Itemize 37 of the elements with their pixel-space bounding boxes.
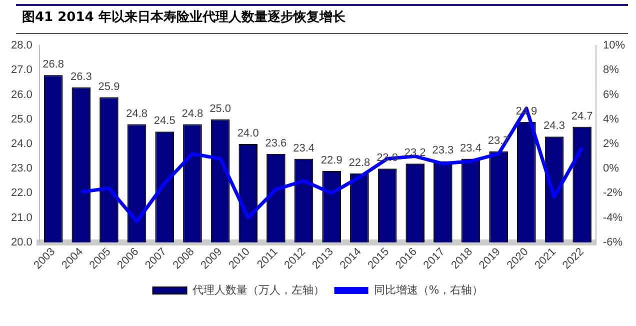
data-label: 22.8 [348,157,370,170]
y2-tick-label: -2% [602,187,623,200]
y2-tick-label: 10% [602,40,626,52]
data-label: 25.9 [98,80,120,93]
data-label: 24.3 [544,120,565,132]
data-label: 23.4 [460,142,482,154]
y2-tick-label: -6% [602,236,623,248]
y-tick-label: 25.0 [10,113,32,126]
y-tick-label: 27.0 [10,64,32,76]
y-tick-label: 24.0 [10,138,32,150]
legend-label: 代理人数量（万人，左轴） [191,283,324,296]
data-label: 24.8 [126,108,148,120]
data-label: 23.6 [265,137,287,150]
y2-tick-label: 8% [602,64,620,76]
data-label: 24.0 [237,128,259,140]
y2-tick-label: 6% [602,88,620,101]
data-label: 24.7 [571,110,593,122]
y-tick-label: 23.0 [10,162,32,175]
legend-label: 同比增速（%，右轴） [374,283,484,296]
y-tick-label: 26.0 [10,88,32,101]
data-label: 23.3 [432,144,454,157]
y-tick-label: 22.0 [10,187,32,200]
y2-tick-label: 2% [602,138,620,150]
data-label: 23.4 [293,142,314,154]
data-label: 22.9 [320,154,342,167]
data-label: 25.0 [210,102,232,115]
y-tick-label: 28.0 [10,40,32,52]
data-label: 26.8 [42,58,64,71]
y-tick-label: 21.0 [10,212,32,224]
y2-tick-label: 0% [602,162,620,175]
y-tick-label: 20.0 [10,236,32,248]
y2-tick-label: 4% [602,113,620,126]
data-label: 24.8 [182,108,204,120]
data-label: 26.3 [70,70,92,83]
y2-tick-label: -4% [602,212,623,224]
chart-title: 图41 2014 年以来日本寿险业代理人数量逐步恢复增长 [22,9,346,26]
data-label: 24.5 [154,115,176,128]
